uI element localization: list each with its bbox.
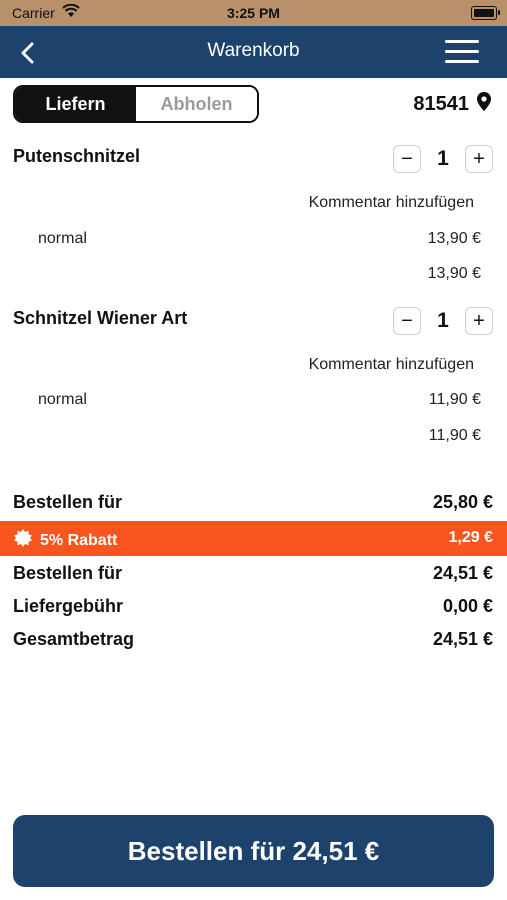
status-bar: Carrier 3:25 PM	[0, 0, 507, 26]
item-total-price: 11,90 €	[428, 427, 481, 444]
decrease-button[interactable]: −	[393, 307, 421, 335]
zip-code: 81541	[413, 93, 469, 115]
subtotal-label: Bestellen für	[13, 492, 123, 512]
location-pin-icon	[477, 92, 491, 117]
total-label: Gesamtbetrag	[13, 629, 135, 649]
order-button[interactable]: Bestellen für 24,51 €	[13, 815, 494, 887]
decrease-button[interactable]: −	[393, 145, 421, 173]
delivery-fee-label: Liefergebühr	[13, 596, 124, 616]
battery-icon	[471, 6, 500, 20]
tab-abholen[interactable]: Abholen	[136, 87, 257, 121]
delivery-fee-value: 0,00 €	[442, 596, 493, 616]
quantity-stepper: − 1 +	[393, 145, 493, 173]
item-variant: normal	[38, 230, 87, 247]
after-discount-value: 24,51 €	[432, 563, 493, 583]
discount-badge-icon	[14, 529, 32, 552]
back-chevron-icon[interactable]	[14, 39, 42, 67]
hamburger-menu-icon[interactable]	[445, 40, 479, 64]
page-title: Warenkorb	[207, 40, 300, 61]
variant-price: 13,90 €	[427, 230, 481, 247]
discount-value: 1,29 €	[448, 529, 493, 546]
item-total-price: 13,90 €	[427, 265, 481, 282]
item-variant: normal	[38, 391, 87, 408]
total-value: 24,51 €	[432, 629, 493, 649]
increase-button[interactable]: +	[465, 307, 493, 335]
quantity-value: 1	[437, 147, 449, 170]
cart-item-name: Putenschnitzel	[13, 146, 141, 166]
tab-liefern[interactable]: Liefern	[15, 87, 136, 121]
zip-code-selector[interactable]: 81541	[413, 92, 491, 117]
discount-banner: 5% Rabatt 1,29 €	[0, 521, 507, 556]
after-discount-label: Bestellen für	[13, 563, 123, 583]
subtotal-value: 25,80 €	[432, 492, 493, 512]
add-comment-link[interactable]: Kommentar hinzufügen	[308, 356, 474, 373]
wifi-icon	[62, 3, 80, 21]
add-comment-link[interactable]: Kommentar hinzufügen	[308, 194, 474, 211]
quantity-stepper: − 1 +	[393, 307, 493, 335]
variant-price: 11,90 €	[428, 391, 481, 408]
increase-button[interactable]: +	[465, 145, 493, 173]
quantity-value: 1	[437, 309, 449, 332]
delivery-mode-toggle: Liefern Abholen	[13, 85, 259, 123]
discount-label: 5% Rabatt	[40, 531, 118, 549]
status-time: 3:25 PM	[227, 5, 280, 21]
carrier-label: Carrier	[12, 5, 55, 21]
cart-item-name: Schnitzel Wiener Art	[13, 308, 188, 328]
nav-bar: Warenkorb	[0, 26, 507, 78]
